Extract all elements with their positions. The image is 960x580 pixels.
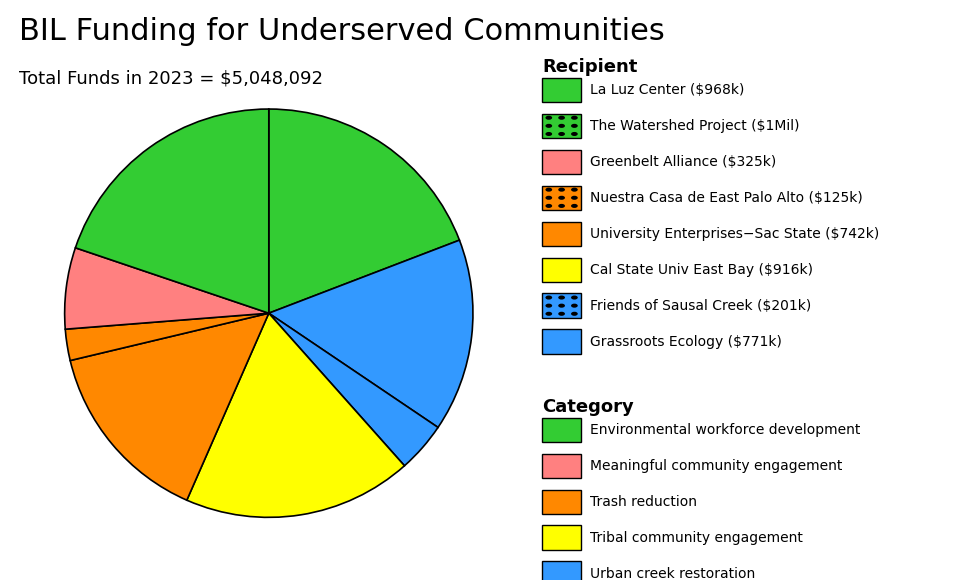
Text: Grassroots Ecology ($771k): Grassroots Ecology ($771k) [590, 335, 782, 349]
Text: La Luz Center ($968k): La Luz Center ($968k) [590, 83, 745, 97]
Text: BIL Funding for Underserved Communities: BIL Funding for Underserved Communities [19, 17, 665, 46]
Text: Urban creek restoration: Urban creek restoration [590, 567, 756, 580]
Wedge shape [76, 109, 269, 313]
Text: Trash reduction: Trash reduction [590, 495, 697, 509]
Wedge shape [64, 248, 269, 329]
Text: Category: Category [542, 398, 635, 416]
Wedge shape [187, 313, 404, 517]
Wedge shape [65, 313, 269, 361]
Text: Total Funds in 2023 = $5,048,092: Total Funds in 2023 = $5,048,092 [19, 70, 324, 88]
Text: Environmental workforce development: Environmental workforce development [590, 423, 861, 437]
Text: Meaningful community engagement: Meaningful community engagement [590, 459, 843, 473]
Wedge shape [269, 109, 460, 313]
Text: Nuestra Casa de East Palo Alto ($125k): Nuestra Casa de East Palo Alto ($125k) [590, 191, 863, 205]
Wedge shape [269, 240, 473, 427]
Text: University Enterprises−Sac State ($742k): University Enterprises−Sac State ($742k) [590, 227, 879, 241]
Wedge shape [70, 313, 269, 500]
Text: Tribal community engagement: Tribal community engagement [590, 531, 804, 545]
Text: Cal State Univ East Bay ($916k): Cal State Univ East Bay ($916k) [590, 263, 813, 277]
Wedge shape [269, 313, 438, 466]
Text: Recipient: Recipient [542, 58, 637, 76]
Text: The Watershed Project ($1Mil): The Watershed Project ($1Mil) [590, 119, 800, 133]
Text: Friends of Sausal Creek ($201k): Friends of Sausal Creek ($201k) [590, 299, 811, 313]
Text: Greenbelt Alliance ($325k): Greenbelt Alliance ($325k) [590, 155, 777, 169]
